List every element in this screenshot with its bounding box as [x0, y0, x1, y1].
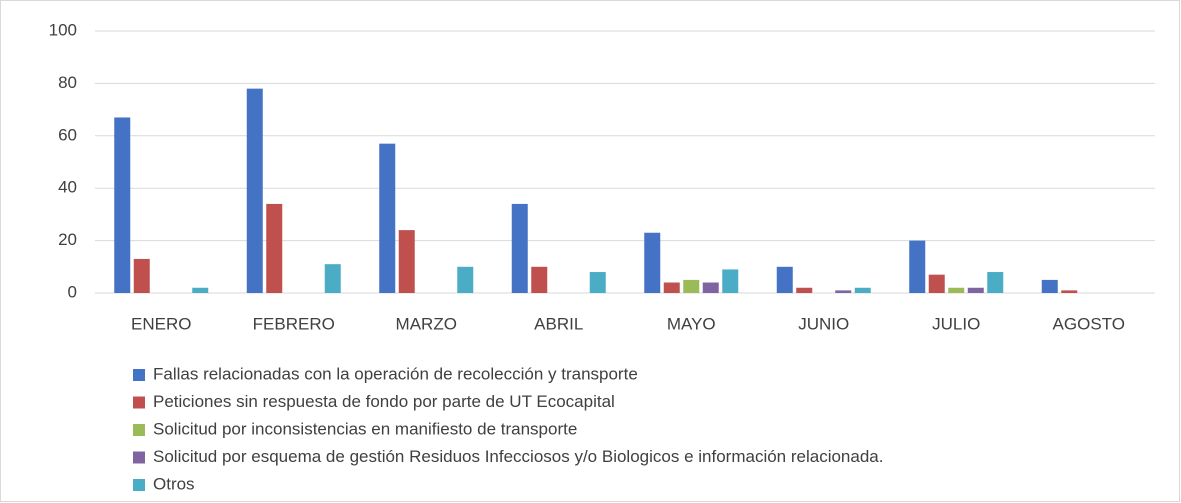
- y-tick-label: 60: [58, 125, 77, 144]
- legend-label: Fallas relacionadas con la operación de …: [153, 364, 638, 383]
- bar: [702, 282, 719, 293]
- x-tick-label: ABRIL: [534, 314, 583, 333]
- bar: [324, 264, 341, 293]
- bar: [909, 240, 926, 293]
- x-tick-label: JUNIO: [798, 314, 849, 333]
- bar: [531, 266, 548, 293]
- x-tick-label: AGOSTO: [1053, 314, 1125, 333]
- bar: [511, 203, 528, 293]
- bar: [796, 287, 813, 293]
- x-tick-label: JULIO: [932, 314, 980, 333]
- bar: [644, 232, 661, 293]
- bar: [246, 88, 263, 293]
- bar: [928, 274, 945, 293]
- bar: [683, 279, 700, 293]
- bar: [854, 287, 871, 293]
- bar: [589, 272, 606, 293]
- legend-label: Solicitud por esquema de gestión Residuo…: [153, 447, 883, 466]
- legend-swatch: [133, 369, 145, 381]
- bar: [948, 287, 965, 293]
- legend-label: Otros: [153, 474, 195, 493]
- bar: [722, 269, 739, 293]
- bar: [835, 290, 852, 293]
- bar: [967, 287, 984, 293]
- bar: [457, 266, 474, 293]
- x-tick-label: FEBRERO: [253, 314, 335, 333]
- legend-swatch: [133, 451, 145, 464]
- x-tick-label: ENERO: [131, 314, 191, 333]
- bar: [192, 287, 209, 293]
- legend-label: Peticiones sin respuesta de fondo por pa…: [153, 392, 615, 411]
- x-tick-label: MARZO: [396, 314, 457, 333]
- y-tick-label: 0: [68, 282, 77, 301]
- bar: [1041, 279, 1058, 293]
- bar: [1061, 290, 1078, 293]
- bar: [776, 266, 793, 293]
- legend-swatch: [133, 396, 145, 409]
- y-tick-label: 80: [58, 73, 77, 92]
- bar: [266, 203, 283, 293]
- bar: [379, 143, 396, 293]
- bar: [987, 272, 1004, 293]
- legend-label: Solicitud por inconsistencias en manifie…: [153, 419, 577, 438]
- y-tick-label: 20: [58, 230, 77, 249]
- legend-swatch: [133, 479, 145, 491]
- bar: [114, 117, 131, 294]
- x-tick-label: MAYO: [667, 314, 716, 333]
- y-tick-label: 100: [49, 20, 77, 39]
- bar: [663, 282, 680, 293]
- y-tick-label: 40: [58, 178, 77, 197]
- bar: [398, 230, 415, 293]
- bar: [133, 258, 150, 293]
- legend-swatch: [133, 424, 145, 436]
